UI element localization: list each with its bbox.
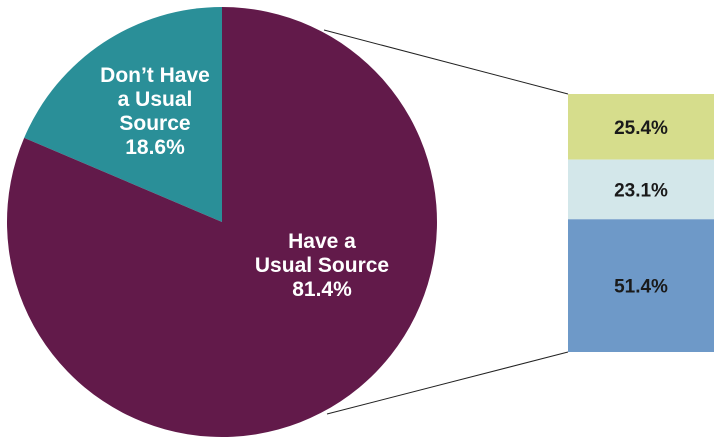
- pie-slice-0: [24, 7, 223, 222]
- bar-segment-0: [568, 94, 714, 160]
- connector-lines: [323, 29, 569, 415]
- stacked-bar: 25.4% 23.1% 51.4%: [568, 94, 714, 352]
- bar-segment-2: [568, 219, 714, 352]
- pie-chart: Don’t Have a Usual Source 18.6% Have a Usual …: [6, 7, 437, 437]
- pie-slice-label-1: Have a Usual Source 81.4%: [255, 230, 389, 301]
- connector-line-1: [326, 351, 569, 415]
- bar-segment-1: [568, 159, 714, 220]
- pie-slice-label-0: Don’t Have a Usual Source 18.6%: [100, 64, 210, 159]
- bar-segment-label-1: 23.1%: [614, 180, 668, 201]
- bar-segment-label-2: 51.4%: [614, 277, 668, 298]
- pie-slice-1: [6, 7, 437, 437]
- bar-segment-label-0: 25.4%: [614, 118, 668, 139]
- connector-line-0: [323, 29, 569, 95]
